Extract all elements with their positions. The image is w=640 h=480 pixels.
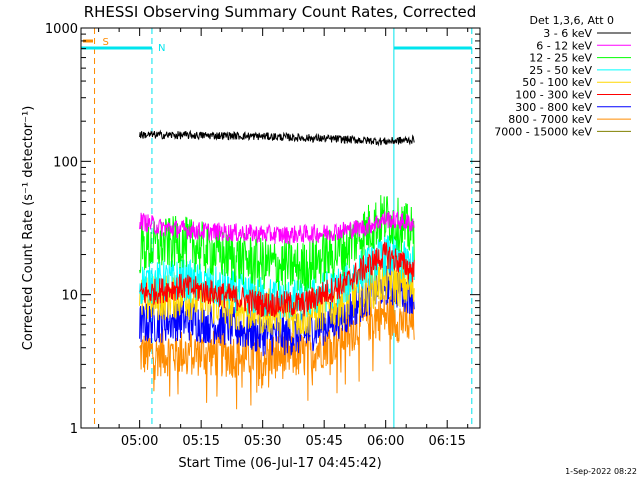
plot-area: SN	[80, 28, 473, 428]
x-axis-label: Start Time (06-Jul-17 04:45:42)	[178, 456, 381, 471]
x-tick-label: 06:00	[367, 434, 404, 449]
y-tick-label: 1	[70, 422, 78, 437]
y-tick-label: 10	[61, 289, 78, 304]
legend-label: 3 - 6 keV	[543, 27, 592, 40]
x-tick-label: 05:15	[182, 434, 219, 449]
plot-frame	[80, 27, 481, 429]
series-line	[139, 129, 415, 147]
night-label: N	[158, 43, 165, 54]
series-line	[139, 295, 415, 410]
y-tick-label: 100	[53, 155, 78, 170]
y-axis-label: Corrected Count Rate (s⁻¹ detector⁻¹)	[21, 106, 36, 351]
legend-label: 12 - 25 keV	[529, 52, 592, 65]
legend-label: 800 - 7000 keV	[508, 113, 592, 126]
saa-label: S	[103, 37, 109, 48]
series-line	[139, 211, 415, 245]
legend-label: 6 - 12 keV	[536, 39, 592, 52]
y-tick-label: 1000	[45, 22, 78, 37]
legend-label: 50 - 100 keV	[522, 76, 592, 89]
legend-label: 7000 - 15000 keV	[494, 125, 592, 138]
series-line	[139, 195, 415, 292]
x-tick-label: 05:00	[121, 434, 158, 449]
chart-title: RHESSI Observing Summary Count Rates, Co…	[84, 3, 477, 21]
legend-label: 100 - 300 keV	[515, 89, 592, 102]
legend-header: Det 1,3,6, Att 0	[530, 14, 614, 27]
series-line	[139, 241, 415, 318]
x-tick-label: 06:15	[428, 434, 465, 449]
footer-date: 1-Sep-2022 08:22	[565, 467, 637, 476]
x-tick-label: 05:45	[305, 434, 342, 449]
x-tick-label: 05:30	[244, 434, 281, 449]
legend-label: 300 - 800 keV	[515, 101, 592, 114]
legend-label: 25 - 50 keV	[529, 64, 592, 77]
